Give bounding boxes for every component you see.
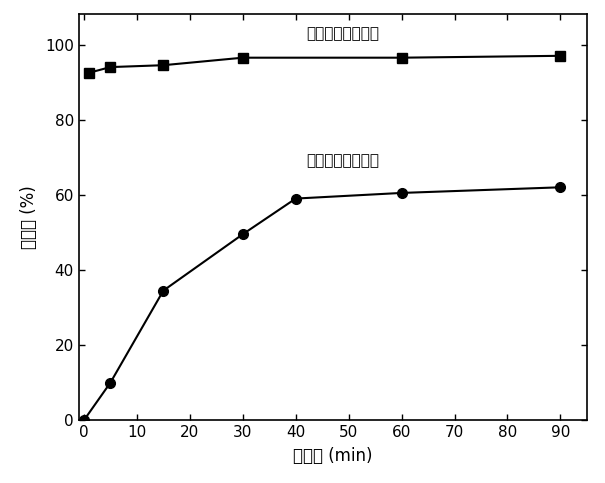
X-axis label: 时　间 (min): 时 间 (min): [293, 447, 373, 465]
Text: 氨　基功能化样品: 氨 基功能化样品: [306, 26, 379, 41]
Y-axis label: 去除率 (%): 去除率 (%): [20, 185, 38, 249]
Text: 介孔　氧化铝原粉: 介孔 氧化铝原粉: [306, 154, 379, 169]
